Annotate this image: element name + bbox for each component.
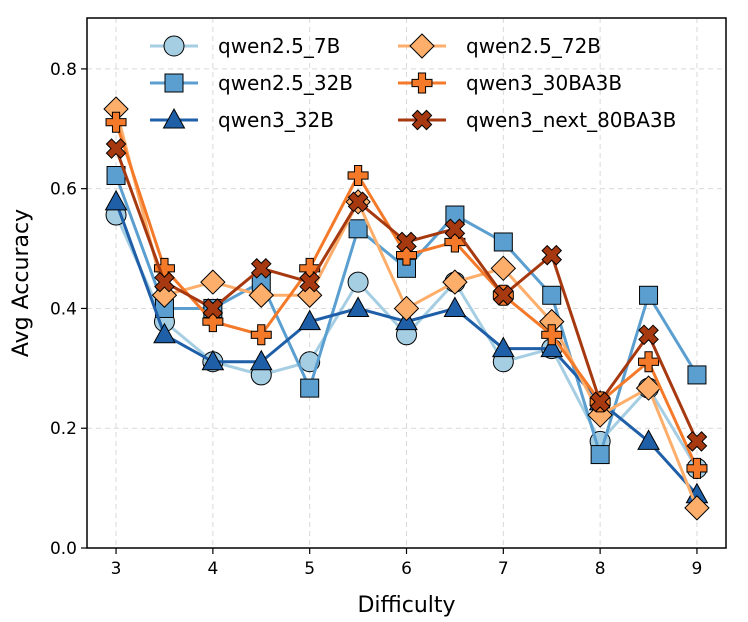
data-point	[200, 269, 226, 295]
grid	[87, 18, 726, 549]
data-point	[105, 111, 127, 133]
data-point	[444, 231, 466, 253]
data-point	[541, 244, 563, 266]
legend-marker	[162, 107, 186, 129]
legend-entry: qwen3_30BA3B	[398, 71, 622, 95]
legend-label: qwen3_30BA3B	[466, 71, 622, 95]
data-point	[298, 309, 322, 331]
legend-marker	[411, 72, 433, 94]
data-point	[250, 324, 272, 346]
legend-marker	[164, 73, 184, 93]
data-point	[638, 324, 659, 346]
legend-marker	[409, 33, 435, 59]
legend-label: qwen2.5_32B	[218, 71, 353, 95]
x-tick-label: 7	[498, 559, 509, 579]
ticks: 3 4 5 6 7 8 9 0.0 0.2 0.4 0.6 0.8	[50, 60, 702, 579]
legend-label: qwen3_next_80BA3B	[466, 108, 676, 132]
data-point	[589, 391, 611, 413]
data-point	[444, 218, 466, 240]
legend-entry: qwen3_32B	[150, 107, 334, 132]
data-point	[249, 349, 273, 371]
data-point	[684, 495, 710, 521]
legend-marker	[411, 109, 433, 131]
data-point	[635, 375, 662, 401]
y-tick-label: 0.2	[50, 419, 77, 439]
x-tick-label: 8	[595, 559, 606, 579]
series-qwen3_next_80BA3B	[105, 138, 708, 452]
legend-marker	[163, 35, 185, 57]
data-point	[104, 189, 128, 211]
x-tick-label: 5	[304, 559, 315, 579]
legend-entry: qwen2.5_7B	[150, 34, 340, 58]
legend: qwen2.5_7B qwen2.5_32B qwen3_32B qwen2.5_72…	[150, 33, 676, 132]
legend-label: qwen2.5_7B	[218, 34, 340, 58]
data-point	[491, 336, 515, 358]
data-point	[686, 457, 708, 479]
data-point	[396, 231, 417, 253]
data-point	[250, 258, 272, 279]
data-point	[153, 322, 176, 344]
legend-entry: qwen3_next_80BA3B	[398, 108, 676, 132]
data-point	[201, 349, 225, 371]
data-point	[300, 378, 320, 398]
data-point	[542, 285, 562, 305]
data-point	[393, 295, 420, 322]
x-tick-label: 3	[111, 559, 122, 579]
legend-label: qwen2.5_72B	[466, 34, 601, 58]
x-tick-label: 6	[401, 559, 412, 579]
data-point	[541, 324, 563, 346]
data-point	[347, 191, 369, 213]
data-point	[202, 311, 224, 333]
data-point	[540, 336, 564, 358]
data-point	[347, 165, 369, 187]
data-point	[202, 298, 224, 319]
y-tick-label: 0.4	[50, 299, 77, 319]
data-point	[347, 271, 369, 293]
legend-entry: qwen2.5_72B	[398, 33, 601, 59]
data-point	[590, 445, 610, 465]
data-point	[639, 285, 659, 305]
y-axis-title: Avg Accuracy	[9, 209, 34, 357]
data-point	[396, 244, 417, 266]
legend-entry: qwen2.5_32B	[150, 71, 353, 95]
y-tick-label: 0.8	[50, 60, 77, 80]
data-point	[346, 296, 370, 317]
data-point	[490, 255, 517, 282]
x-tick-label: 4	[207, 559, 218, 579]
data-point	[637, 429, 660, 450]
data-point	[687, 365, 707, 385]
data-point	[443, 296, 467, 317]
x-axis-title: Difficulty	[357, 593, 455, 618]
y-tick-label: 0.0	[50, 539, 77, 559]
y-tick-label: 0.6	[50, 180, 77, 200]
data-point	[493, 232, 513, 252]
data-point	[492, 284, 514, 306]
data-point	[348, 219, 368, 239]
data-point	[105, 138, 127, 159]
data-point	[154, 271, 175, 293]
data-point	[686, 431, 708, 452]
data-point	[442, 269, 468, 295]
data-point	[248, 282, 274, 308]
data-point	[638, 351, 660, 373]
legend-label: qwen3_32B	[218, 108, 334, 132]
x-tick-label: 9	[692, 559, 703, 579]
data-point	[299, 271, 321, 293]
series-layer	[103, 96, 710, 521]
